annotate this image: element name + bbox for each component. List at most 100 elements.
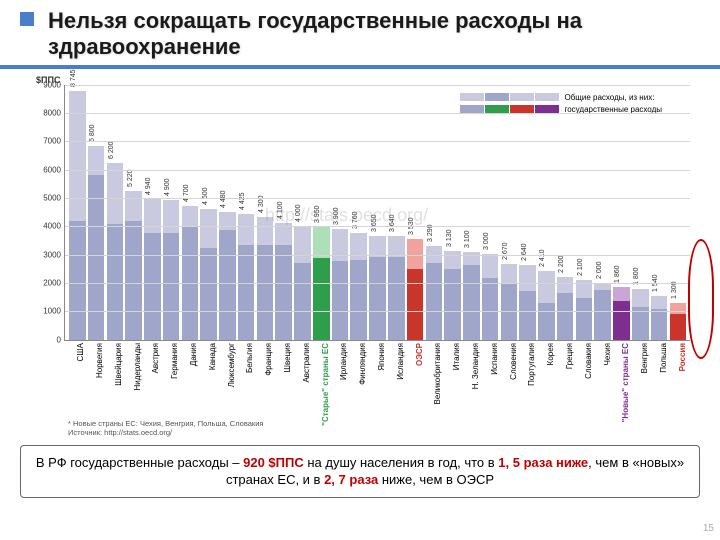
x-tick: Италия <box>444 341 461 419</box>
bar-segment-gov <box>88 175 105 339</box>
y-tick: 5000 <box>43 194 65 203</box>
x-tick: Бельгия <box>237 341 254 419</box>
bar-value-label: 3 900 <box>333 207 340 225</box>
bar-column: 4 480 <box>219 212 236 339</box>
x-tick: "Новые" страны ЕС <box>613 341 630 419</box>
x-tick: Франция <box>256 341 273 419</box>
x-tick: Великобритания <box>425 341 442 419</box>
x-tick: Россия <box>670 341 687 419</box>
bar-segment-gov <box>144 233 161 340</box>
bar-value-label: 4 000 <box>295 204 302 222</box>
bar-column: 2 410 <box>538 271 555 340</box>
bar-segment-total <box>238 214 255 245</box>
bar-value-label: 4 480 <box>220 191 227 209</box>
x-tick: Япония <box>369 341 386 419</box>
bar-column: 2 100 <box>576 280 593 340</box>
bars-container: 8 7456 8006 2005 2204 9404 9004 7004 600… <box>65 85 690 340</box>
bar-value-label: 4 940 <box>145 178 152 196</box>
caption-text: ниже, чем в ОЭСР <box>378 472 494 487</box>
caption-highlight-ratio1: 1, 5 раза ниже <box>498 455 588 470</box>
bar-segment-gov <box>482 278 499 340</box>
bar-column: 2 200 <box>557 277 574 340</box>
x-tick: Венгрия <box>632 341 649 419</box>
bar-value-label: 2 100 <box>577 259 584 277</box>
bar-value-label: 3 130 <box>446 229 453 247</box>
x-tick: Нидерланды <box>124 341 141 419</box>
bar-segment-gov <box>350 260 367 340</box>
bar-column: 3 000 <box>482 254 499 339</box>
bar-segment-gov <box>538 303 555 340</box>
caption-box: В РФ государственные расходы – 920 $ППС … <box>20 445 700 498</box>
bar-value-label: 3 950 <box>314 206 321 224</box>
bar-segment-total <box>538 271 555 303</box>
bar-segment-gov <box>369 257 386 339</box>
bar-segment-gov <box>670 314 687 340</box>
y-tick: 7000 <box>43 137 65 146</box>
x-tick: Норвегия <box>87 341 104 419</box>
x-tick: Швеция <box>275 341 292 419</box>
x-tick: "Старые" страны ЕС <box>312 341 329 419</box>
bar-column: 4 600 <box>200 209 217 340</box>
x-axis-labels: СШАНорвегияШвейцарияНидерландыАвстрияГер… <box>64 341 690 419</box>
bar-value-label: 3 640 <box>389 215 396 233</box>
bar-segment-gov <box>463 265 480 340</box>
bar-value-label: 1 860 <box>614 265 621 283</box>
bar-segment-gov <box>125 221 142 340</box>
bar-segment-total <box>125 191 142 221</box>
bar-column: 4 900 <box>163 200 180 339</box>
bar-column: 4 425 <box>238 214 255 340</box>
bar-segment-gov <box>651 309 668 340</box>
y-tick: 9000 <box>43 80 65 89</box>
x-tick: Греция <box>557 341 574 419</box>
bar-segment-gov <box>313 258 330 339</box>
bar-segment-gov <box>238 245 255 339</box>
x-tick: Словакия <box>576 341 593 419</box>
highlight-circle-russia <box>688 239 714 359</box>
y-tick: 2000 <box>43 279 65 288</box>
bar-column: 4 300 <box>257 217 274 339</box>
bar-segment-total <box>651 296 668 309</box>
x-tick: США <box>68 341 85 419</box>
bar-segment-total <box>332 229 349 261</box>
bar-value-label: 6 800 <box>89 125 96 143</box>
bar-segment-gov <box>388 257 405 339</box>
bar-column: 2 640 <box>519 265 536 340</box>
x-tick: ОЭСР <box>406 341 423 419</box>
bar-value-label: 4 900 <box>164 179 171 197</box>
slide-number: 15 <box>703 523 714 534</box>
x-tick: Германия <box>162 341 179 419</box>
bar-column: 8 745 <box>69 91 86 340</box>
x-tick: Словения <box>500 341 517 419</box>
bar-value-label: 3 650 <box>371 214 378 232</box>
bar-segment-total <box>463 252 480 266</box>
x-tick: Финляндия <box>350 341 367 419</box>
bar-column: 4 940 <box>144 199 161 340</box>
footnote-2: Источник: http://stats.oecd.org/ <box>68 428 700 437</box>
bar-value-label: 4 425 <box>239 192 246 210</box>
bar-value-label: 6 200 <box>108 142 115 160</box>
bar-segment-total <box>557 277 574 293</box>
bar-column: 1 860 <box>613 287 630 340</box>
bar-column: 3 640 <box>388 236 405 340</box>
x-tick: Швейцария <box>106 341 123 419</box>
y-tick: 0 <box>57 335 65 344</box>
bar-segment-total <box>313 227 330 258</box>
bar-value-label: 3 100 <box>464 230 471 248</box>
caption-highlight-value: 920 $ППС <box>243 455 304 470</box>
bar-segment-total <box>200 209 217 248</box>
bar-segment-total <box>613 287 630 301</box>
bar-segment-total <box>482 254 499 277</box>
bar-column: 1 540 <box>651 296 668 340</box>
bar-segment-gov <box>426 263 443 340</box>
bar-segment-total <box>257 217 274 244</box>
bar-column: 3 650 <box>369 236 386 340</box>
x-tick: Австрия <box>143 341 160 419</box>
bar-segment-total <box>88 146 105 175</box>
x-tick: Чехия <box>594 341 611 419</box>
bar-segment-total <box>107 163 124 224</box>
bar-segment-gov <box>107 224 124 339</box>
caption-text: на душу населения в год, что в <box>304 455 499 470</box>
x-tick: Люксембург <box>218 341 235 419</box>
bar-segment-gov <box>519 291 536 340</box>
bar-column: 1 800 <box>632 289 649 340</box>
